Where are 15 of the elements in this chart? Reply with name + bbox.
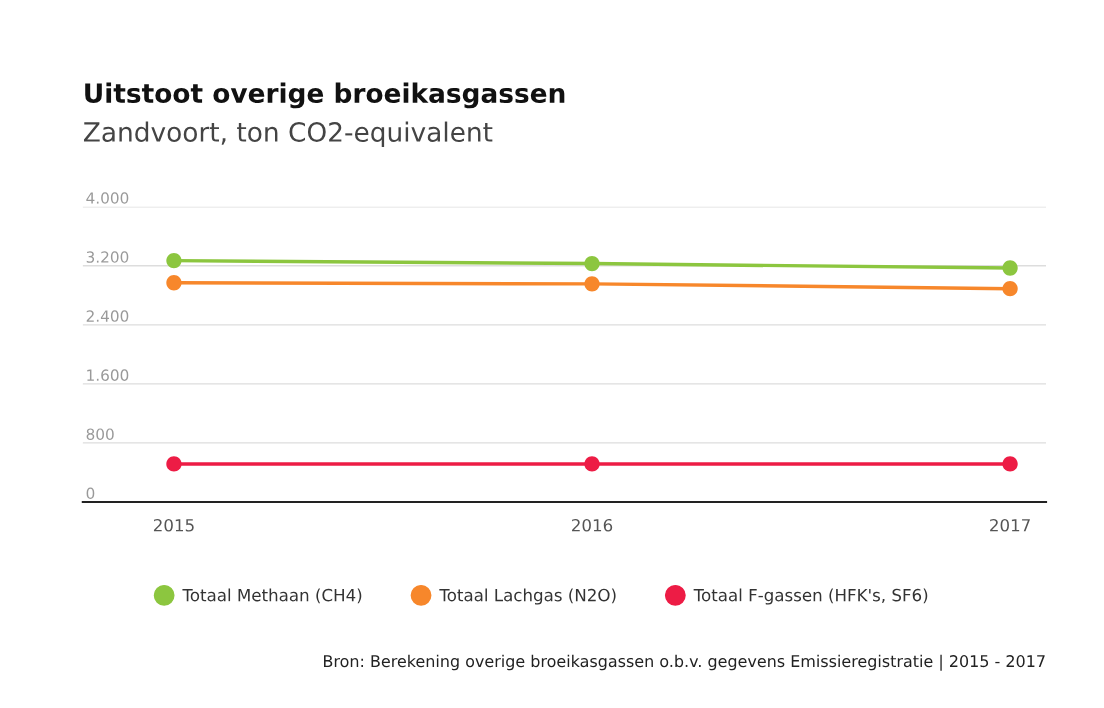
- y-tick-label: 0: [86, 487, 95, 500]
- y-tick-label: 1.600: [87, 369, 129, 381]
- legend-label: Totaal F-gassen (HFK's, SF6): [693, 588, 928, 605]
- legend-label: Totaal Lachgas (N2O): [439, 588, 616, 605]
- x-tick-label: 2016: [572, 518, 613, 532]
- y-tick-label: 800: [86, 428, 114, 440]
- chart-title: Uitstoot overige broeikasgassen: [85, 82, 565, 109]
- x-tick-label: 2015: [153, 518, 194, 532]
- x-tick-label: 2017: [990, 518, 1030, 532]
- chart-subtitle: Zandvoort, ton CO2-equivalent: [83, 121, 493, 148]
- text: Bron: Berekening overige broeikasgassen o.b.v. gegevens Emissieregistratie | 2015 - 2017: [324, 654, 1045, 671]
- y-tick-label: 4.000: [86, 192, 129, 204]
- y-tick-label: 3.200: [86, 251, 129, 263]
- legend-label: Totaal Methaan (CH4): [182, 588, 362, 604]
- y-tick-label: 2.400: [86, 310, 129, 322]
